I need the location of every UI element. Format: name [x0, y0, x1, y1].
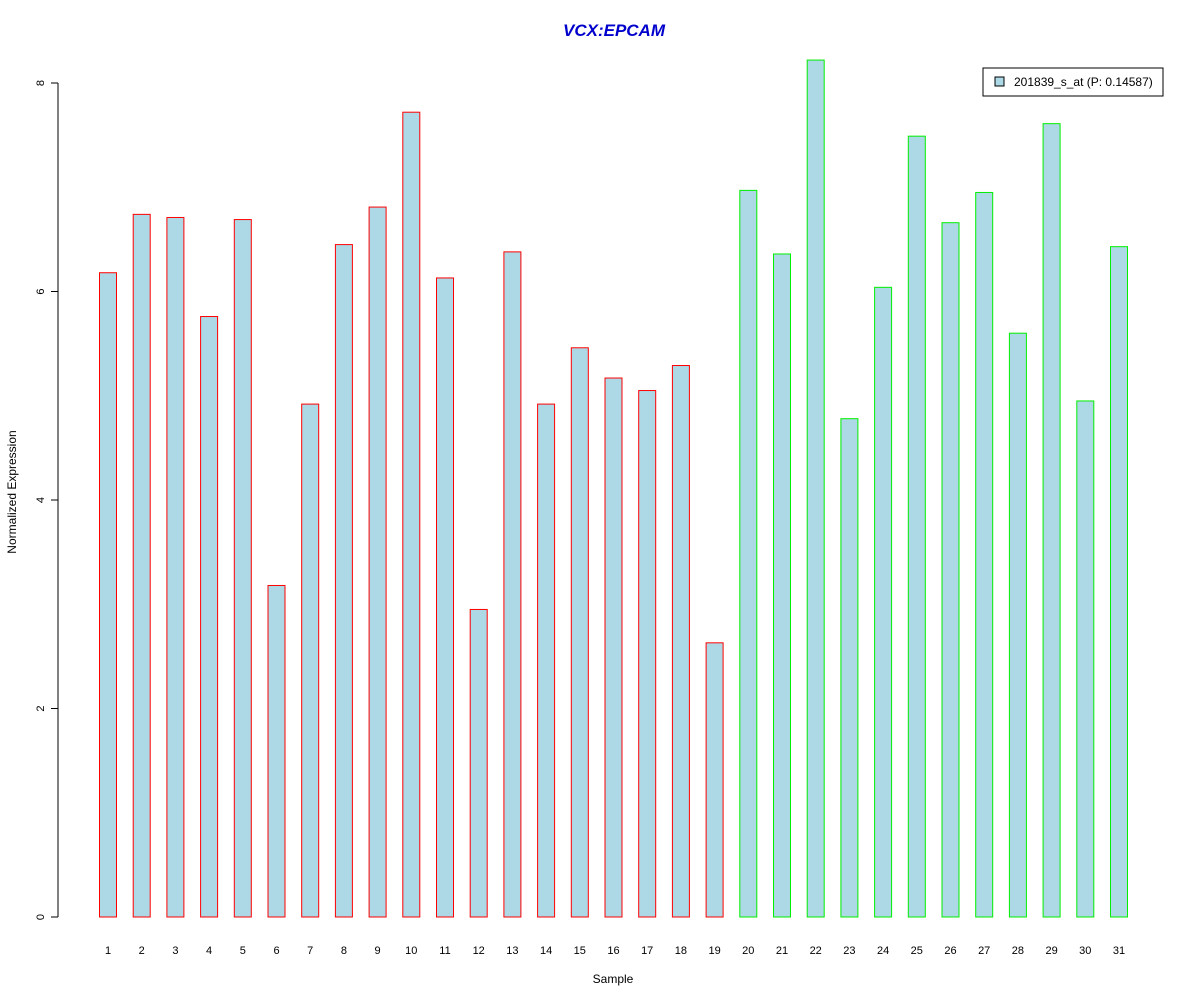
- bar-sample-1: [99, 272, 117, 918]
- x-tick-label: 17: [641, 945, 653, 957]
- y-tick-label: 4: [35, 497, 47, 503]
- bar-sample-11: [436, 277, 454, 918]
- x-tick-label: 7: [307, 945, 313, 957]
- bar-sample-23: [840, 418, 859, 918]
- x-tick-label: 6: [273, 945, 279, 957]
- x-tick-label: 30: [1079, 945, 1091, 957]
- x-tick-label: 29: [1045, 945, 1057, 957]
- bar-sample-29: [1042, 123, 1061, 918]
- bar-sample-17: [638, 390, 657, 918]
- bar-sample-6: [267, 584, 286, 918]
- bar-sample-12: [469, 608, 488, 918]
- bar-sample-8: [334, 244, 353, 918]
- x-tick-label: 24: [877, 945, 889, 957]
- x-tick-label: 21: [776, 945, 788, 957]
- legend-box: [982, 67, 1164, 97]
- bar-sample-10: [402, 111, 421, 918]
- legend-swatch: [994, 76, 1005, 87]
- y-tick-label: 2: [35, 705, 47, 711]
- bar-sample-26: [941, 222, 960, 918]
- x-tick-label: 12: [473, 945, 485, 957]
- y-tick-label: 8: [35, 80, 47, 86]
- x-tick-label: 19: [708, 945, 720, 957]
- x-tick-label: 22: [810, 945, 822, 957]
- x-tick-label: 11: [439, 945, 450, 957]
- bar-sample-4: [200, 316, 219, 918]
- x-tick-label: 10: [405, 945, 417, 957]
- x-tick-label: 27: [978, 945, 990, 957]
- legend-label: 201839_s_at (P: 0.14587): [1014, 75, 1153, 89]
- x-tick-label: 4: [206, 945, 212, 957]
- x-tick-label: 5: [240, 945, 246, 957]
- x-tick-label: 16: [607, 945, 619, 957]
- y-axis-label: Normalized Expression: [5, 430, 19, 553]
- x-tick-label: 8: [341, 945, 347, 957]
- bar-sample-13: [503, 251, 522, 918]
- bars-group: [99, 59, 1128, 918]
- bar-sample-28: [1008, 332, 1027, 918]
- x-tick-label: 18: [675, 945, 687, 957]
- x-tick-label: 1: [105, 945, 111, 957]
- y-axis: 0 2 4 6 8: [35, 80, 59, 920]
- bar-sample-2: [132, 213, 151, 918]
- x-tick-label: 3: [172, 945, 178, 957]
- x-axis-label: Sample: [593, 972, 634, 986]
- bar-sample-5: [233, 219, 252, 918]
- x-tick-label: 28: [1012, 945, 1024, 957]
- bar-sample-15: [570, 347, 589, 918]
- legend: 201839_s_at (P: 0.14587): [982, 67, 1164, 97]
- y-tick-label: 6: [35, 288, 47, 294]
- bar-sample-3: [166, 216, 185, 918]
- x-tick-label: 25: [911, 945, 923, 957]
- x-tick-label: 15: [574, 945, 586, 957]
- x-tick-label: 2: [139, 945, 145, 957]
- bar-sample-27: [975, 191, 994, 918]
- x-tick-label: 20: [742, 945, 754, 957]
- x-tick-label: 23: [843, 945, 855, 957]
- x-tick-label: 14: [540, 945, 552, 957]
- bar-sample-14: [537, 403, 556, 918]
- x-tick-label: 9: [375, 945, 381, 957]
- bar-sample-30: [1076, 400, 1095, 918]
- bar-sample-19: [705, 642, 724, 918]
- bar-sample-7: [301, 403, 320, 918]
- bar-sample-20: [739, 189, 758, 918]
- x-tick-labels: 1 2 3 4 5 6 7 8 9 10 11 12 13 14 15 16 17 18 19 20 21 22 23 24 2…: [105, 945, 1125, 957]
- x-tick-label: 26: [944, 945, 956, 957]
- chart-title: VCX:EPCAM: [563, 21, 666, 40]
- x-tick-label: 13: [506, 945, 518, 957]
- bar-sample-25: [907, 135, 926, 918]
- x-tick-label: 31: [1113, 945, 1125, 957]
- bar-sample-21: [773, 253, 791, 918]
- bar-sample-18: [671, 365, 690, 918]
- bar-sample-24: [874, 286, 893, 918]
- bar-sample-16: [604, 377, 623, 918]
- y-tick-label: 0: [35, 914, 47, 920]
- bar-sample-9: [368, 206, 387, 918]
- bar-sample-31: [1110, 246, 1128, 918]
- bar-sample-22: [806, 59, 825, 918]
